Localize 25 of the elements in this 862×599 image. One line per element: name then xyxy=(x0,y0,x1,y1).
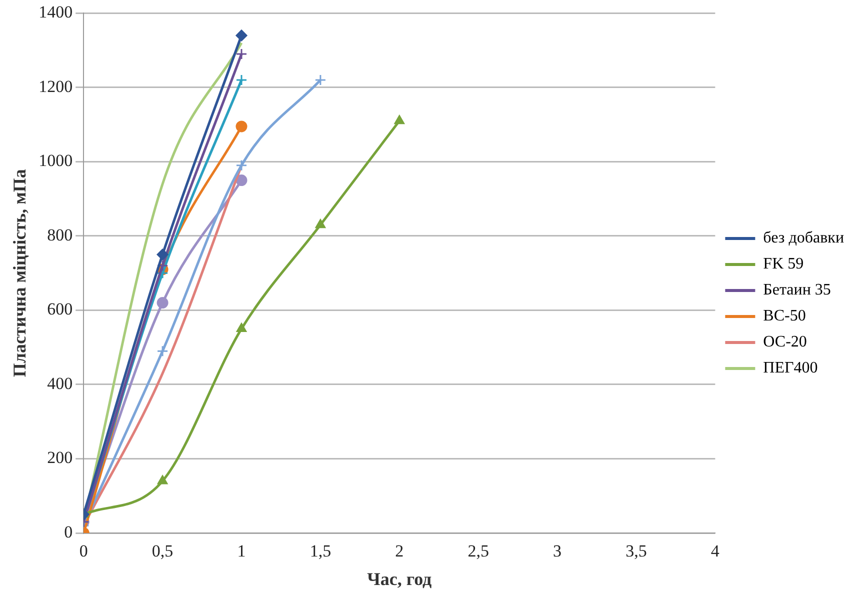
legend-label: ОС-20 xyxy=(763,334,807,351)
y-tick-label: 0 xyxy=(64,522,73,542)
y-tick-label: 800 xyxy=(47,225,73,244)
x-tick-label: 2,5 xyxy=(468,542,489,561)
x-tick-label: 3,5 xyxy=(626,542,647,561)
y-tick-label: 1000 xyxy=(38,151,73,170)
x-tick-label: 1,5 xyxy=(310,542,332,561)
y-tick-label: 1400 xyxy=(38,2,73,22)
legend-label: Бетаин 35 xyxy=(763,282,831,299)
legend-label: ПЕГ400 xyxy=(763,360,818,377)
legend-label: без добавки xyxy=(763,230,844,247)
x-tick-label: 0 xyxy=(79,542,88,561)
y-axis-title: Пластична міцність, мПа xyxy=(9,169,30,378)
x-tick-label: 3 xyxy=(553,542,562,561)
x-tick-label: 2 xyxy=(395,542,404,561)
y-tick-label: 600 xyxy=(47,300,73,319)
legend-label: FK 59 xyxy=(763,256,804,273)
x-axis-title: Час, год xyxy=(367,568,432,589)
x-tick-label: 4 xyxy=(710,542,720,561)
x-tick-label: 0,5 xyxy=(152,542,174,561)
legend-label: ВС-50 xyxy=(763,308,806,325)
x-tick-label: 1 xyxy=(237,542,246,561)
y-tick-label: 1200 xyxy=(38,76,73,96)
y-tick-label: 400 xyxy=(47,374,73,393)
y-tick-label: 200 xyxy=(47,448,73,468)
